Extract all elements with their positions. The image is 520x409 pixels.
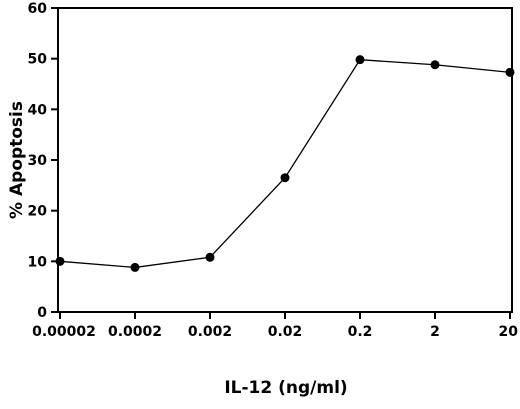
y-axis-title: % Apoptosis bbox=[7, 101, 27, 219]
x-tick-label: 0.02 bbox=[268, 324, 303, 340]
data-point bbox=[430, 60, 440, 70]
x-tick-label: 0.002 bbox=[188, 324, 232, 340]
x-tick-label: 0.00002 bbox=[32, 324, 96, 340]
series-layer bbox=[55, 55, 515, 272]
x-tick-label: 0.0002 bbox=[108, 324, 162, 340]
y-tick-label: 10 bbox=[28, 254, 48, 270]
x-tick-label: 0.2 bbox=[348, 324, 373, 340]
data-point bbox=[205, 252, 215, 262]
y-tick-label: 0 bbox=[37, 305, 47, 321]
data-point bbox=[355, 55, 365, 65]
y-axis: 0 10 20 30 40 50 60 bbox=[28, 1, 58, 321]
y-tick-label: 50 bbox=[28, 52, 48, 68]
y-tick-label: 40 bbox=[28, 102, 48, 118]
y-tick-label: 30 bbox=[28, 153, 48, 169]
x-axis-title: IL-12 (ng/ml) bbox=[224, 378, 347, 398]
data-point bbox=[280, 173, 290, 183]
y-tick-label: 60 bbox=[28, 1, 48, 17]
x-axis: 0.00002 0.0002 0.002 0.02 0.2 2 20 bbox=[32, 312, 518, 340]
data-point bbox=[130, 262, 140, 272]
x-tick-label: 20 bbox=[499, 324, 519, 340]
data-point bbox=[55, 256, 65, 266]
series-line bbox=[59, 59, 511, 269]
x-tick-label: 2 bbox=[430, 324, 440, 340]
data-point bbox=[505, 67, 515, 77]
y-tick-label: 20 bbox=[28, 204, 48, 220]
